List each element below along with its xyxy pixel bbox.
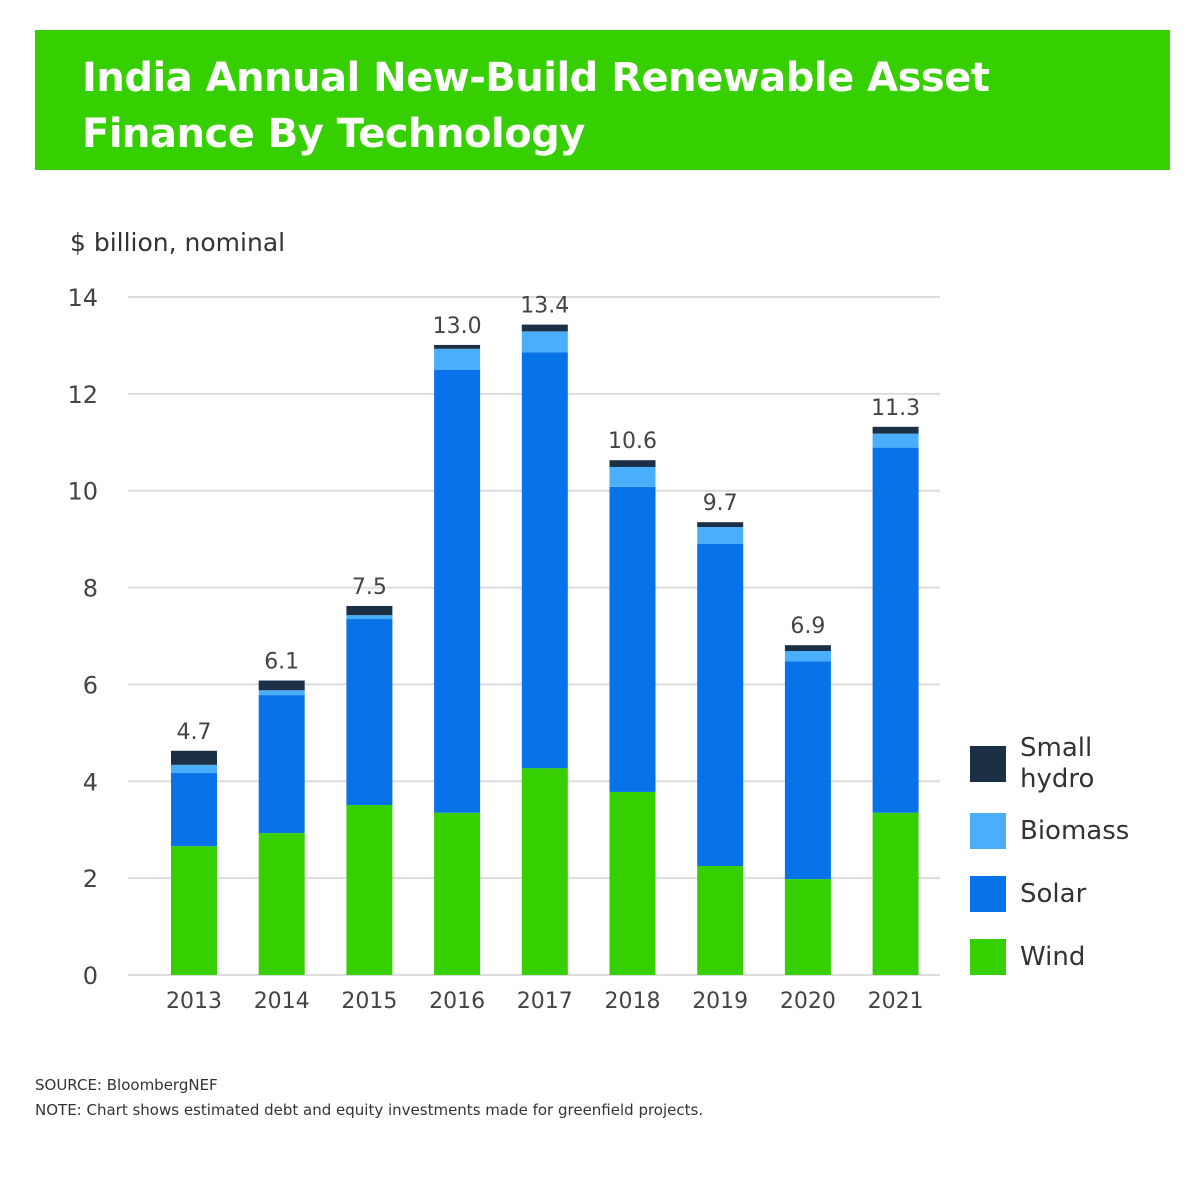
bar-segment-solar (697, 543, 744, 867)
bar-segment-biomass (521, 331, 568, 353)
bar-segment-small-hydro (521, 324, 568, 332)
bar-segment-wind (872, 812, 919, 975)
bar-segment-small-hydro (697, 522, 744, 528)
legend-item-small-hydro: Small hydro (970, 733, 1120, 795)
bar-segment-biomass (346, 615, 393, 620)
y-tick-label: 2 (83, 865, 98, 893)
y-tick-label: 12 (67, 381, 98, 409)
y-tick-label: 0 (83, 962, 98, 990)
chart-note: NOTE: Chart shows estimated debt and equ… (35, 1101, 704, 1119)
bar-segment-small-hydro (258, 680, 305, 691)
y-tick-label: 8 (83, 575, 98, 603)
legend-swatch (970, 939, 1006, 975)
x-tick-label: 2019 (692, 989, 748, 1014)
legend-label: Wind (1020, 942, 1086, 972)
source-note: SOURCE: BloombergNEF (35, 1076, 218, 1094)
legend-swatch (970, 876, 1006, 912)
legend-item-biomass: Biomass (970, 813, 1129, 849)
bar-segment-biomass (784, 651, 831, 662)
legend-label: Small hydro (1020, 733, 1095, 794)
legend-swatch (970, 746, 1006, 782)
y-tick-label: 4 (83, 768, 98, 796)
bar-segment-biomass (171, 764, 217, 774)
legend-swatch (970, 813, 1006, 849)
bar-segment-small-hydro (872, 426, 919, 434)
total-label: 4.7 (177, 720, 212, 745)
total-label: 6.9 (790, 614, 825, 639)
bar-segment-small-hydro (171, 750, 217, 765)
title-banner: India Annual New-Build Renewable Asset F… (35, 30, 1170, 170)
y-tick-label: 10 (67, 478, 98, 506)
bar-segment-solar (171, 773, 217, 847)
bar-segment-biomass (697, 527, 744, 544)
legend-label: Biomass (1020, 816, 1130, 846)
bar-segment-solar (346, 619, 393, 806)
total-label: 9.7 (703, 491, 738, 516)
bar-segment-wind (609, 791, 656, 975)
bar-segment-solar (872, 447, 919, 813)
total-label: 11.3 (871, 396, 920, 421)
total-label: 10.6 (608, 429, 657, 454)
total-label: 13.0 (433, 314, 482, 339)
bar-segment-wind (346, 805, 393, 975)
total-label: 7.5 (352, 575, 387, 600)
bar-segment-biomass (609, 466, 656, 487)
bar-segment-wind (258, 833, 305, 975)
bar-segment-biomass (872, 433, 919, 448)
bar-segment-solar (784, 661, 831, 880)
legend-item-wind: Wind (970, 939, 1085, 975)
x-tick-label: 2014 (254, 989, 310, 1014)
legend-item-solar: Solar (970, 876, 1086, 912)
x-tick-label: 2015 (341, 989, 397, 1014)
bar-segment-small-hydro (609, 460, 656, 467)
y-tick-label: 6 (83, 671, 98, 699)
y-tick-label: 14 (67, 284, 98, 312)
bar-segment-wind (171, 846, 217, 975)
bar-segment-wind (434, 812, 481, 975)
legend-label: Solar (1020, 879, 1087, 909)
total-label: 13.4 (520, 294, 569, 319)
x-tick-label: 2018 (605, 989, 661, 1014)
x-tick-label: 2021 (868, 989, 924, 1014)
bar-segment-biomass (434, 348, 481, 370)
bar-segment-solar (258, 695, 305, 834)
bar-segment-solar (609, 486, 656, 792)
bar-segment-small-hydro (784, 645, 831, 652)
x-tick-label: 2020 (780, 989, 836, 1014)
chart-title: India Annual New-Build Renewable Asset F… (82, 55, 990, 157)
bar-segment-solar (521, 352, 568, 769)
x-tick-label: 2017 (517, 989, 573, 1014)
footer: SOURCE: BloombergNEF NOTE: Chart shows e… (35, 1073, 703, 1123)
bar-segment-wind (697, 866, 744, 975)
bar-segment-small-hydro (434, 344, 481, 349)
y-axis-label: $ billion, nominal (70, 228, 286, 257)
bar-segment-biomass (258, 690, 305, 696)
bar-segment-wind (521, 768, 568, 975)
x-tick-label: 2013 (166, 989, 222, 1014)
bar-segment-solar (434, 369, 481, 813)
x-tick-label: 2016 (429, 989, 485, 1014)
bar-segment-wind (784, 879, 831, 975)
total-label: 6.1 (264, 650, 299, 675)
bar-segment-small-hydro (346, 605, 393, 616)
